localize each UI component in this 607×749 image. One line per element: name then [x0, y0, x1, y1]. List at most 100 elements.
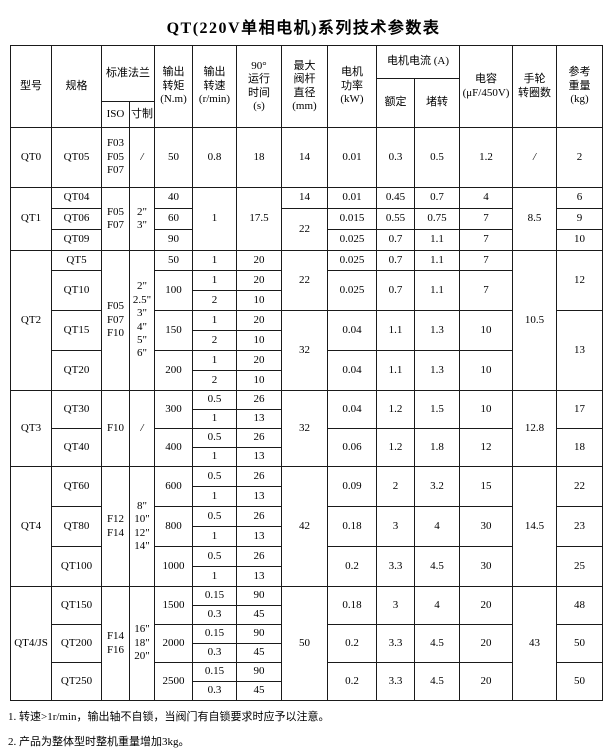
table-row: QT100 1000 0.5 26 0.2 3.3 4.5 30 25 — [11, 546, 603, 587]
table-cell: 10 — [236, 330, 282, 351]
table-cell: 26 — [236, 466, 282, 487]
table-cell: 14.5 — [512, 466, 557, 587]
table-cell: 2 — [376, 466, 415, 507]
table-cell: 0.2 — [327, 662, 377, 701]
table-cell: 25 — [556, 546, 603, 587]
table-cell: 0.8 — [192, 127, 237, 188]
table-cell: QT05 — [51, 127, 102, 188]
table-cell: 1.5 — [414, 390, 460, 429]
table-cell: 0.18 — [327, 586, 377, 625]
table-cell: 7 — [459, 250, 513, 271]
table-cell: 4 — [459, 187, 513, 209]
table-cell: 4.5 — [414, 546, 460, 587]
table-cell: QT3 — [10, 390, 52, 467]
table-cell: 10 — [459, 390, 513, 429]
table-cell: 50 — [556, 624, 603, 663]
table-cell: 30 — [459, 506, 513, 547]
table-cell: 0.7 — [376, 229, 415, 251]
table-cell: 400 — [154, 428, 193, 467]
table-cell: 22 — [556, 466, 603, 507]
table-cell: 42 — [281, 466, 328, 587]
table-cell: 2500 — [154, 662, 193, 701]
table-cell: 2" 2.5" 3" 4" 5" 6" — [129, 250, 155, 391]
page-title: QT(220V单相电机)系列技术参数表 — [166, 20, 441, 37]
table-cell: 1.3 — [414, 310, 460, 351]
table-cell: 32 — [281, 390, 328, 467]
table-cell: 26 — [236, 506, 282, 527]
table-row: QT10 100 1 20 0.025 0.7 1.1 7 — [11, 270, 603, 311]
table-row: QT2 QT5 F05 F07 F10 2" 2.5" 3" 4" 5" 6" 50 1 2… — [10, 250, 603, 391]
table-cell: 1 — [192, 187, 237, 251]
header-ref-weight: 参考 重量 (kg) — [556, 45, 603, 128]
table-cell: 50 — [154, 127, 193, 188]
table-cell: 12 — [556, 250, 603, 311]
table-cell: 7 — [459, 270, 513, 311]
header-motor-current: 电机电流 (A) — [376, 45, 460, 79]
table-cell: 1.1 — [414, 270, 460, 311]
table-cell: 0.2 — [327, 624, 377, 663]
table-cell: 0.04 — [327, 350, 377, 391]
table-cell: 8" 10" 12" 14" — [129, 466, 155, 587]
table-cell: 0.15 — [192, 586, 237, 606]
table-row: QT15 150 1 20 32 0.04 1.1 1.3 10 13 — [11, 310, 603, 391]
table-cell: 0.15 — [192, 662, 237, 682]
table-cell: 10 — [236, 290, 282, 311]
table-row: 0.3 45 — [11, 605, 603, 625]
table-cell: 45 — [236, 605, 282, 625]
table-cell: 0.04 — [327, 390, 377, 429]
table-cell: 2" 3" — [129, 187, 155, 251]
table-cell: QT30 — [51, 390, 102, 429]
table-row: 0.3 45 — [11, 681, 603, 701]
table-cell: 0.5 — [414, 127, 460, 188]
table-cell: 20 — [236, 310, 282, 331]
table-cell: 48 — [556, 586, 603, 625]
table-cell: 0.01 — [327, 187, 377, 209]
table-cell: F10 — [101, 390, 130, 467]
table-cell: 40 — [154, 187, 193, 209]
table-cell: 10 — [459, 350, 513, 391]
table-row: QT250 2500 0.15 90 0.2 3.3 4.5 20 50 — [11, 662, 603, 701]
table-cell: 43 — [512, 586, 557, 701]
table-cell: 1.2 — [376, 428, 415, 467]
table-cell: 7 — [459, 229, 513, 251]
table-cell: 0.5 — [192, 546, 237, 567]
table-cell: 17.5 — [236, 187, 282, 251]
table-cell: 50 — [154, 250, 193, 271]
table-cell: F03 F05 F07 — [101, 127, 130, 188]
table-cell: 50 — [281, 586, 328, 701]
table-cell: 6 — [556, 187, 603, 209]
table-cell: 12.8 — [512, 390, 557, 467]
table-cell: 0.09 — [327, 466, 377, 507]
table-cell: / — [512, 127, 557, 188]
table-cell: 1.1 — [414, 250, 460, 271]
table-cell: 10 — [459, 310, 513, 351]
table-cell: QT20 — [51, 350, 102, 391]
header-row-2: 额定 堵转 — [11, 78, 603, 128]
table-cell: 200 — [154, 350, 193, 391]
header-spec: 规格 — [51, 45, 102, 128]
table-cell: 0.025 — [327, 270, 377, 311]
table-cell: 300 — [154, 390, 193, 429]
table-cell: 20 — [459, 586, 513, 625]
table-cell: 0.04 — [327, 310, 377, 351]
header-inch: 寸制 — [129, 101, 155, 128]
table-cell: 3.3 — [376, 546, 415, 587]
table-row: QT4/JS QT150 F14 F16 16" 18" 20" 1500 0.15 90 5… — [10, 586, 603, 701]
table-row: 0.3 45 — [11, 643, 603, 663]
table-cell: 12 — [459, 428, 513, 467]
table-cell: 8.5 — [512, 187, 557, 251]
header-row-1: 型号 规格 标准法兰 输出 转矩 (N.m) 输出 转速 (r/min) 90°… — [10, 45, 603, 128]
table-cell: 1.3 — [414, 350, 460, 391]
table-cell: 4 — [414, 506, 460, 547]
table-row: QT40 400 0.5 26 0.06 1.2 1.8 12 18 — [11, 428, 603, 467]
table-cell: 600 — [154, 466, 193, 507]
table-cell: 4.5 — [414, 624, 460, 663]
table-cell: 1 — [192, 566, 237, 587]
table-cell: 13 — [236, 447, 282, 467]
footnotes: 1. 转速>1r/min，输出轴不自锁，当阀门有自锁要求时应予以注意。 2. 产… — [8, 708, 607, 749]
table-cell: QT250 — [51, 662, 102, 701]
header-current-stall: 堵转 — [414, 78, 460, 128]
header-speed: 输出 转速 (r/min) — [192, 45, 237, 128]
table-cell: 2 — [192, 330, 237, 351]
